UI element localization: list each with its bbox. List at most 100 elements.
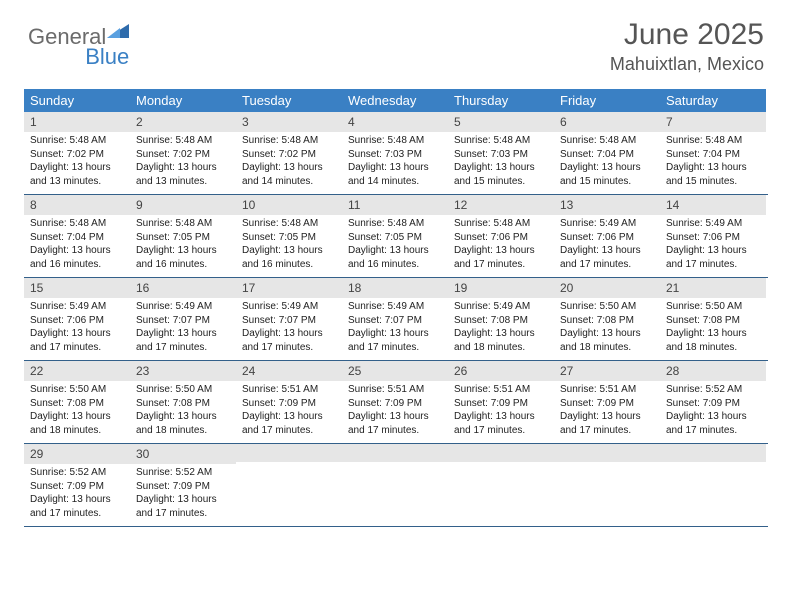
week-row: 22Sunrise: 5:50 AMSunset: 7:08 PMDayligh… [24,361,768,444]
daylight-line: Daylight: 13 hours and 17 minutes. [30,493,124,520]
day-body: Sunrise: 5:51 AMSunset: 7:09 PMDaylight:… [342,381,448,439]
sunset-line: Sunset: 7:02 PM [136,148,230,162]
day-number: 22 [24,361,130,381]
day-body: Sunrise: 5:52 AMSunset: 7:09 PMDaylight:… [130,464,236,522]
day-body: Sunrise: 5:49 AMSunset: 7:07 PMDaylight:… [130,298,236,356]
day-body [554,462,660,466]
daylight-line: Daylight: 13 hours and 17 minutes. [348,410,442,437]
day-body [342,462,448,466]
day-number: 5 [448,112,554,132]
day-number: 24 [236,361,342,381]
day-number: 26 [448,361,554,381]
logo: GeneralBlue [28,24,129,50]
sunrise-line: Sunrise: 5:49 AM [136,300,230,314]
day-body: Sunrise: 5:49 AMSunset: 7:07 PMDaylight:… [236,298,342,356]
sunset-line: Sunset: 7:05 PM [136,231,230,245]
daylight-line: Daylight: 13 hours and 17 minutes. [454,410,548,437]
day-cell: 10Sunrise: 5:48 AMSunset: 7:05 PMDayligh… [236,195,342,277]
day-body: Sunrise: 5:49 AMSunset: 7:06 PMDaylight:… [660,215,766,273]
sunrise-line: Sunrise: 5:48 AM [454,134,548,148]
sunrise-line: Sunrise: 5:51 AM [454,383,548,397]
day-cell: 4Sunrise: 5:48 AMSunset: 7:03 PMDaylight… [342,112,448,194]
day-number: 3 [236,112,342,132]
sunset-line: Sunset: 7:07 PM [242,314,336,328]
daylight-line: Daylight: 13 hours and 18 minutes. [30,410,124,437]
day-body: Sunrise: 5:51 AMSunset: 7:09 PMDaylight:… [448,381,554,439]
sunset-line: Sunset: 7:04 PM [30,231,124,245]
daylight-line: Daylight: 13 hours and 16 minutes. [30,244,124,271]
day-cell: 22Sunrise: 5:50 AMSunset: 7:08 PMDayligh… [24,361,130,443]
sunrise-line: Sunrise: 5:48 AM [242,217,336,231]
sunrise-line: Sunrise: 5:52 AM [30,466,124,480]
day-cell: 27Sunrise: 5:51 AMSunset: 7:09 PMDayligh… [554,361,660,443]
sunrise-line: Sunrise: 5:48 AM [136,134,230,148]
day-body: Sunrise: 5:52 AMSunset: 7:09 PMDaylight:… [660,381,766,439]
day-number: 6 [554,112,660,132]
daylight-line: Daylight: 13 hours and 18 minutes. [454,327,548,354]
day-number: 10 [236,195,342,215]
sunset-line: Sunset: 7:06 PM [454,231,548,245]
weekday-header: Sunday [24,89,130,112]
day-number: 15 [24,278,130,298]
day-body [236,462,342,466]
weekday-header: Thursday [448,89,554,112]
sunset-line: Sunset: 7:09 PM [454,397,548,411]
sunset-line: Sunset: 7:08 PM [454,314,548,328]
day-number: 23 [130,361,236,381]
sunrise-line: Sunrise: 5:51 AM [242,383,336,397]
daylight-line: Daylight: 13 hours and 17 minutes. [666,244,760,271]
day-body: Sunrise: 5:48 AMSunset: 7:04 PMDaylight:… [554,132,660,190]
daylight-line: Daylight: 13 hours and 17 minutes. [242,410,336,437]
sunrise-line: Sunrise: 5:52 AM [136,466,230,480]
sunset-line: Sunset: 7:05 PM [348,231,442,245]
day-number: 27 [554,361,660,381]
day-body: Sunrise: 5:48 AMSunset: 7:02 PMDaylight:… [130,132,236,190]
day-number: 29 [24,444,130,464]
day-number: 30 [130,444,236,464]
day-cell: 30Sunrise: 5:52 AMSunset: 7:09 PMDayligh… [130,444,236,526]
sunrise-line: Sunrise: 5:50 AM [666,300,760,314]
day-number: 14 [660,195,766,215]
sunrise-line: Sunrise: 5:48 AM [30,217,124,231]
sunset-line: Sunset: 7:09 PM [666,397,760,411]
day-body: Sunrise: 5:48 AMSunset: 7:03 PMDaylight:… [342,132,448,190]
day-cell: 16Sunrise: 5:49 AMSunset: 7:07 PMDayligh… [130,278,236,360]
day-number: 25 [342,361,448,381]
daylight-line: Daylight: 13 hours and 13 minutes. [136,161,230,188]
weekday-header: Monday [130,89,236,112]
sunset-line: Sunset: 7:06 PM [666,231,760,245]
day-body: Sunrise: 5:48 AMSunset: 7:03 PMDaylight:… [448,132,554,190]
weekday-header: Friday [554,89,660,112]
sunset-line: Sunset: 7:06 PM [30,314,124,328]
day-cell: 7Sunrise: 5:48 AMSunset: 7:04 PMDaylight… [660,112,766,194]
empty-cell [554,444,660,526]
week-row: 15Sunrise: 5:49 AMSunset: 7:06 PMDayligh… [24,278,768,361]
sunrise-line: Sunrise: 5:48 AM [666,134,760,148]
sunset-line: Sunset: 7:02 PM [242,148,336,162]
sunset-line: Sunset: 7:08 PM [30,397,124,411]
day-body: Sunrise: 5:48 AMSunset: 7:05 PMDaylight:… [342,215,448,273]
daylight-line: Daylight: 13 hours and 13 minutes. [30,161,124,188]
day-number: 9 [130,195,236,215]
sunrise-line: Sunrise: 5:48 AM [560,134,654,148]
day-body: Sunrise: 5:51 AMSunset: 7:09 PMDaylight:… [554,381,660,439]
day-cell: 6Sunrise: 5:48 AMSunset: 7:04 PMDaylight… [554,112,660,194]
day-number: 18 [342,278,448,298]
sunset-line: Sunset: 7:04 PM [666,148,760,162]
daylight-line: Daylight: 13 hours and 14 minutes. [242,161,336,188]
daylight-line: Daylight: 13 hours and 17 minutes. [136,327,230,354]
sunset-line: Sunset: 7:03 PM [348,148,442,162]
day-number [554,444,660,462]
daylight-line: Daylight: 13 hours and 17 minutes. [136,493,230,520]
sunset-line: Sunset: 7:09 PM [136,480,230,494]
day-number [660,444,766,462]
daylight-line: Daylight: 13 hours and 17 minutes. [30,327,124,354]
daylight-line: Daylight: 13 hours and 17 minutes. [454,244,548,271]
sunrise-line: Sunrise: 5:50 AM [560,300,654,314]
day-body: Sunrise: 5:51 AMSunset: 7:09 PMDaylight:… [236,381,342,439]
day-number: 19 [448,278,554,298]
sunset-line: Sunset: 7:07 PM [136,314,230,328]
day-number: 11 [342,195,448,215]
day-body: Sunrise: 5:50 AMSunset: 7:08 PMDaylight:… [24,381,130,439]
daylight-line: Daylight: 13 hours and 15 minutes. [666,161,760,188]
